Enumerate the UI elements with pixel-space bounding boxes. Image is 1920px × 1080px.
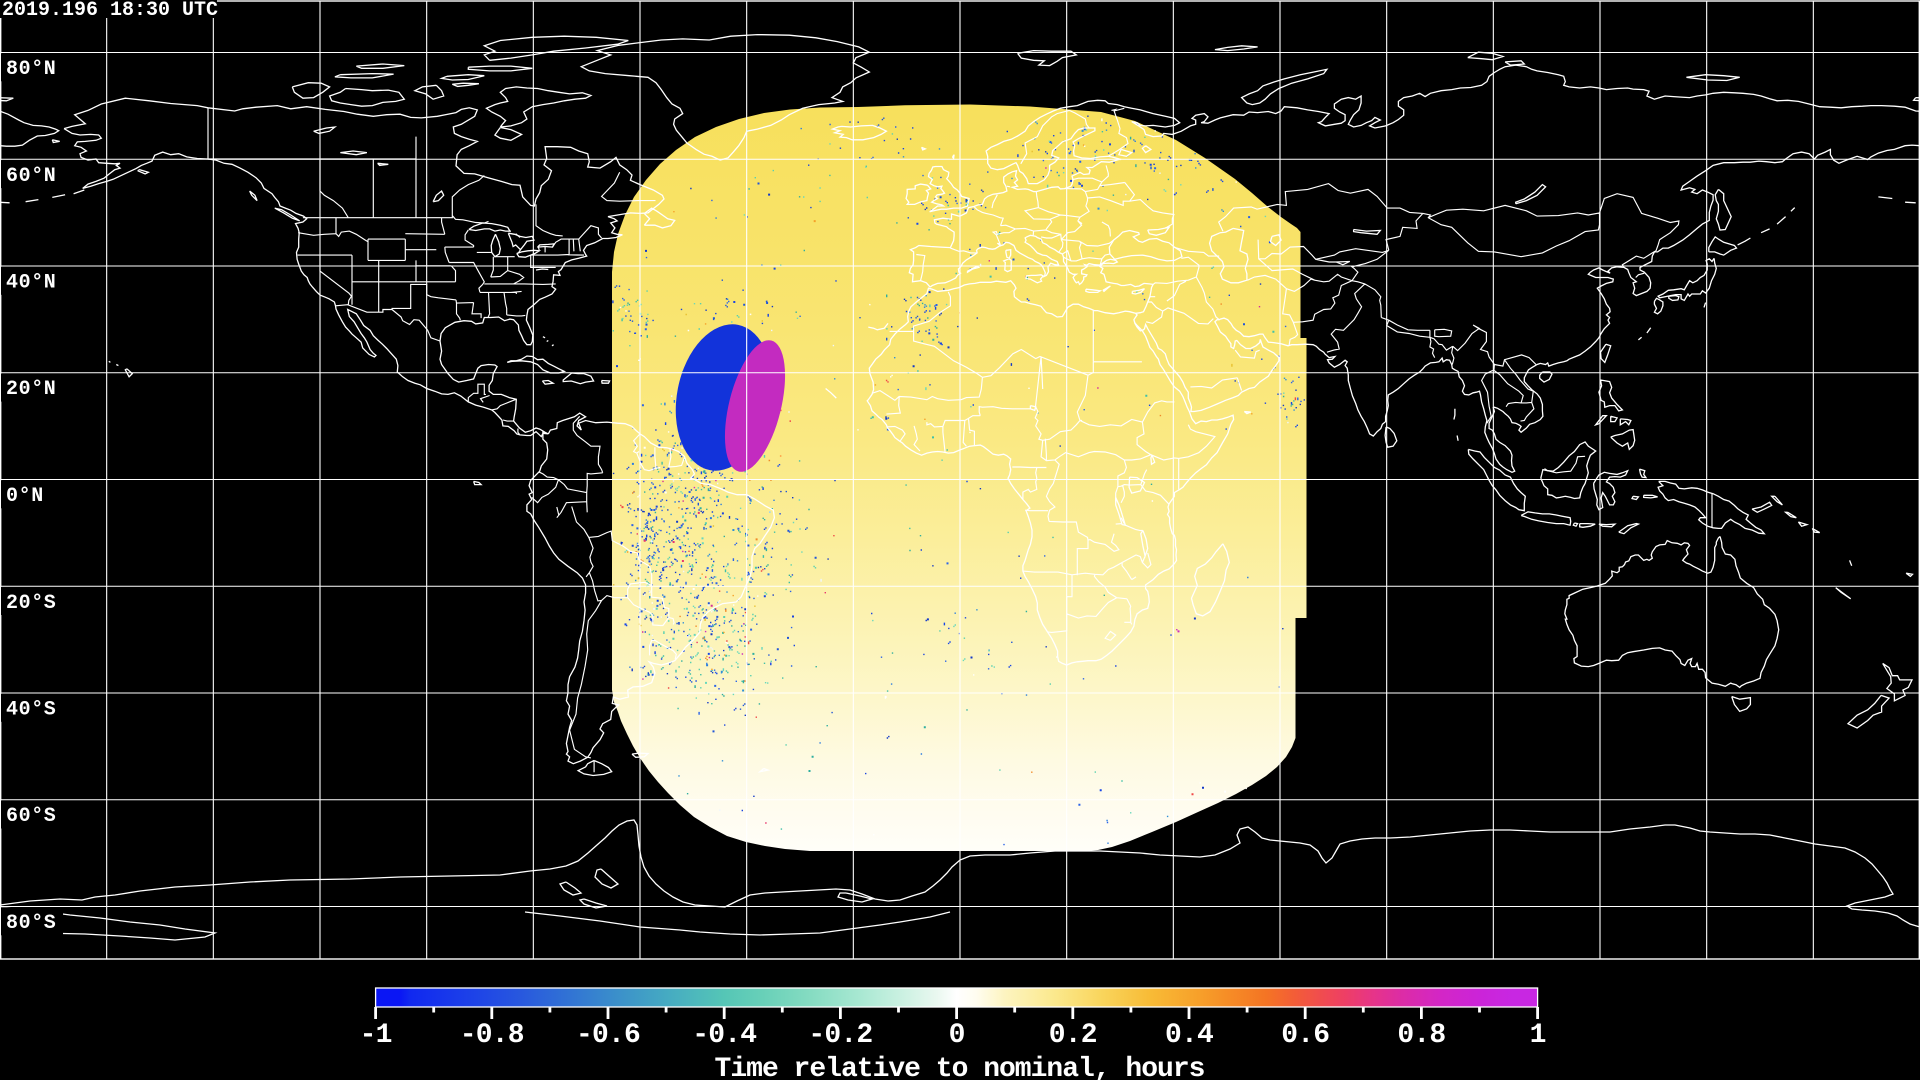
svg-text:0°N: 0°N — [6, 485, 44, 508]
svg-text:0.8: 0.8 — [1397, 1020, 1445, 1051]
svg-text:0.2: 0.2 — [1049, 1020, 1097, 1051]
svg-text:80°S: 80°S — [6, 912, 56, 935]
svg-text:60°S: 60°S — [6, 805, 56, 828]
svg-text:0.6: 0.6 — [1281, 1020, 1329, 1051]
svg-text:-1: -1 — [360, 1020, 392, 1051]
svg-text:60°N: 60°N — [6, 165, 56, 188]
svg-text:Time relative to nominal, hour: Time relative to nominal, hours — [715, 1054, 1205, 1080]
svg-text:0.4: 0.4 — [1165, 1020, 1213, 1051]
svg-text:2019.196 18:30 UTC: 2019.196 18:30 UTC — [2, 0, 218, 22]
svg-text:40°N: 40°N — [6, 272, 56, 295]
svg-text:-0.6: -0.6 — [576, 1020, 640, 1051]
svg-text:40°S: 40°S — [6, 699, 56, 722]
svg-text:20°S: 20°S — [6, 592, 56, 615]
svg-text:-0.4: -0.4 — [692, 1020, 756, 1051]
svg-text:1: 1 — [1530, 1020, 1546, 1051]
svg-text:-0.8: -0.8 — [460, 1020, 524, 1051]
svg-text:0: 0 — [949, 1020, 965, 1051]
svg-text:-0.2: -0.2 — [808, 1020, 872, 1051]
svg-text:20°N: 20°N — [6, 378, 56, 401]
svg-text:80°N: 80°N — [6, 58, 56, 81]
